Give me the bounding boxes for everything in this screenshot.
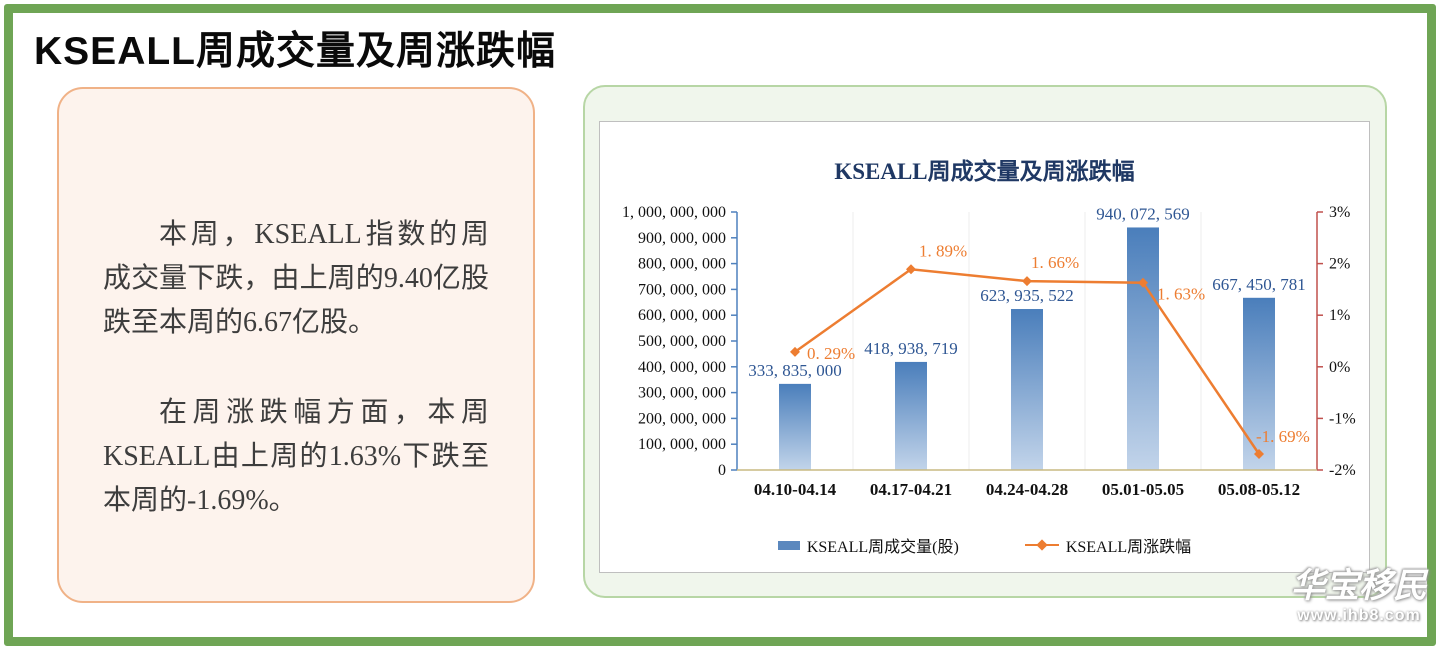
- left-axis-label: 300, 000, 000: [638, 385, 726, 402]
- right-axis-label: 0%: [1329, 359, 1350, 376]
- line-value-label: 0. 29%: [807, 344, 855, 363]
- summary-paragraph-volume: 本周，KSEALL指数的周成交量下跌，由上周的9.40亿股跌至本周的6.67亿股…: [103, 219, 489, 338]
- legend-item-volume: KSEALL周成交量(股): [777, 533, 959, 557]
- left-axis-label: 500, 000, 000: [638, 333, 726, 350]
- line-marker-diamond: [1254, 449, 1264, 460]
- line-marker-diamond: [1022, 276, 1032, 287]
- bar-value-label: 623, 935, 522: [980, 286, 1074, 305]
- chart-title: KSEALL周成交量及周涨跌幅: [834, 159, 1135, 184]
- bar-value-label: 333, 835, 000: [748, 361, 842, 380]
- left-axis-label: 800, 000, 000: [638, 256, 726, 273]
- line-value-label: 1. 66%: [1031, 253, 1079, 272]
- line-value-label: 1. 63%: [1157, 285, 1205, 304]
- left-axis-label: 100, 000, 000: [638, 436, 726, 453]
- volume-bar: [1127, 227, 1159, 470]
- summary-box: 本周，KSEALL指数的周成交量下跌，由上周的9.40亿股跌至本周的6.67亿股…: [57, 87, 535, 603]
- right-axis-label: 1%: [1329, 307, 1350, 324]
- left-axis-label: 700, 000, 000: [638, 281, 726, 298]
- right-axis-label: 2%: [1329, 256, 1350, 273]
- volume-bar: [1243, 297, 1275, 470]
- volume-bar-swatch-icon: [777, 540, 800, 550]
- bar-value-label: 667, 450, 781: [1212, 275, 1306, 294]
- volume-bar: [1011, 309, 1043, 470]
- left-axis-label: 1, 000, 000, 000: [622, 204, 726, 221]
- line-marker-diamond: [906, 264, 916, 275]
- volume-change-chart: 333, 835, 000 418, 938, 719 623, 935, 522 9…: [622, 204, 1356, 499]
- chart-area: KSEALL周成交量及周涨跌幅 333, 835, 000 418, 938, 7…: [599, 121, 1370, 573]
- volume-bar: [779, 383, 811, 470]
- chart-legend: KSEALL周成交量(股) KSEALL周涨跌幅: [600, 533, 1369, 557]
- change-line-swatch-icon: [1024, 539, 1059, 551]
- line-marker-diamond: [1138, 277, 1148, 288]
- left-axis-label: 600, 000, 000: [638, 307, 726, 324]
- line-value-label: -1. 69%: [1256, 427, 1310, 446]
- left-axis-label: 0: [718, 462, 726, 479]
- x-axis-label: 04.17-04.21: [870, 480, 952, 499]
- x-axis-label: 04.10-04.14: [754, 480, 837, 499]
- legend-label-volume: KSEALL周成交量(股): [806, 539, 959, 556]
- x-axis-label: 05.01-05.05: [1102, 480, 1184, 499]
- chart-card: KSEALL周成交量及周涨跌幅 333, 835, 000 418, 938, 7…: [583, 85, 1387, 598]
- bar-value-label: 940, 072, 569: [1096, 204, 1190, 223]
- line-marker-diamond: [790, 346, 800, 357]
- left-axis-label: 900, 000, 000: [638, 230, 726, 247]
- left-axis-label: 400, 000, 000: [638, 359, 726, 376]
- x-axis-label: 05.08-05.12: [1218, 480, 1300, 499]
- page-title: KSEALL周成交量及周涨跌幅: [34, 30, 557, 73]
- volume-bar: [895, 361, 927, 470]
- right-axis-label: -2%: [1329, 462, 1356, 479]
- summary-paragraph-change: 在周涨跌幅方面，本周KSEALL由上周的1.63%下跌至本周的-1.69%。: [103, 397, 489, 516]
- line-value-label: 1. 89%: [919, 241, 967, 260]
- right-axis-label: 3%: [1329, 204, 1350, 221]
- bar-value-label: 418, 938, 719: [864, 339, 958, 358]
- legend-label-change: KSEALL周涨跌幅: [1065, 539, 1192, 556]
- right-axis-label: -1%: [1329, 410, 1356, 427]
- legend-item-change: KSEALL周涨跌幅: [1024, 533, 1192, 557]
- x-axis-label: 04.24-04.28: [986, 480, 1068, 499]
- left-axis-label: 200, 000, 000: [638, 410, 726, 427]
